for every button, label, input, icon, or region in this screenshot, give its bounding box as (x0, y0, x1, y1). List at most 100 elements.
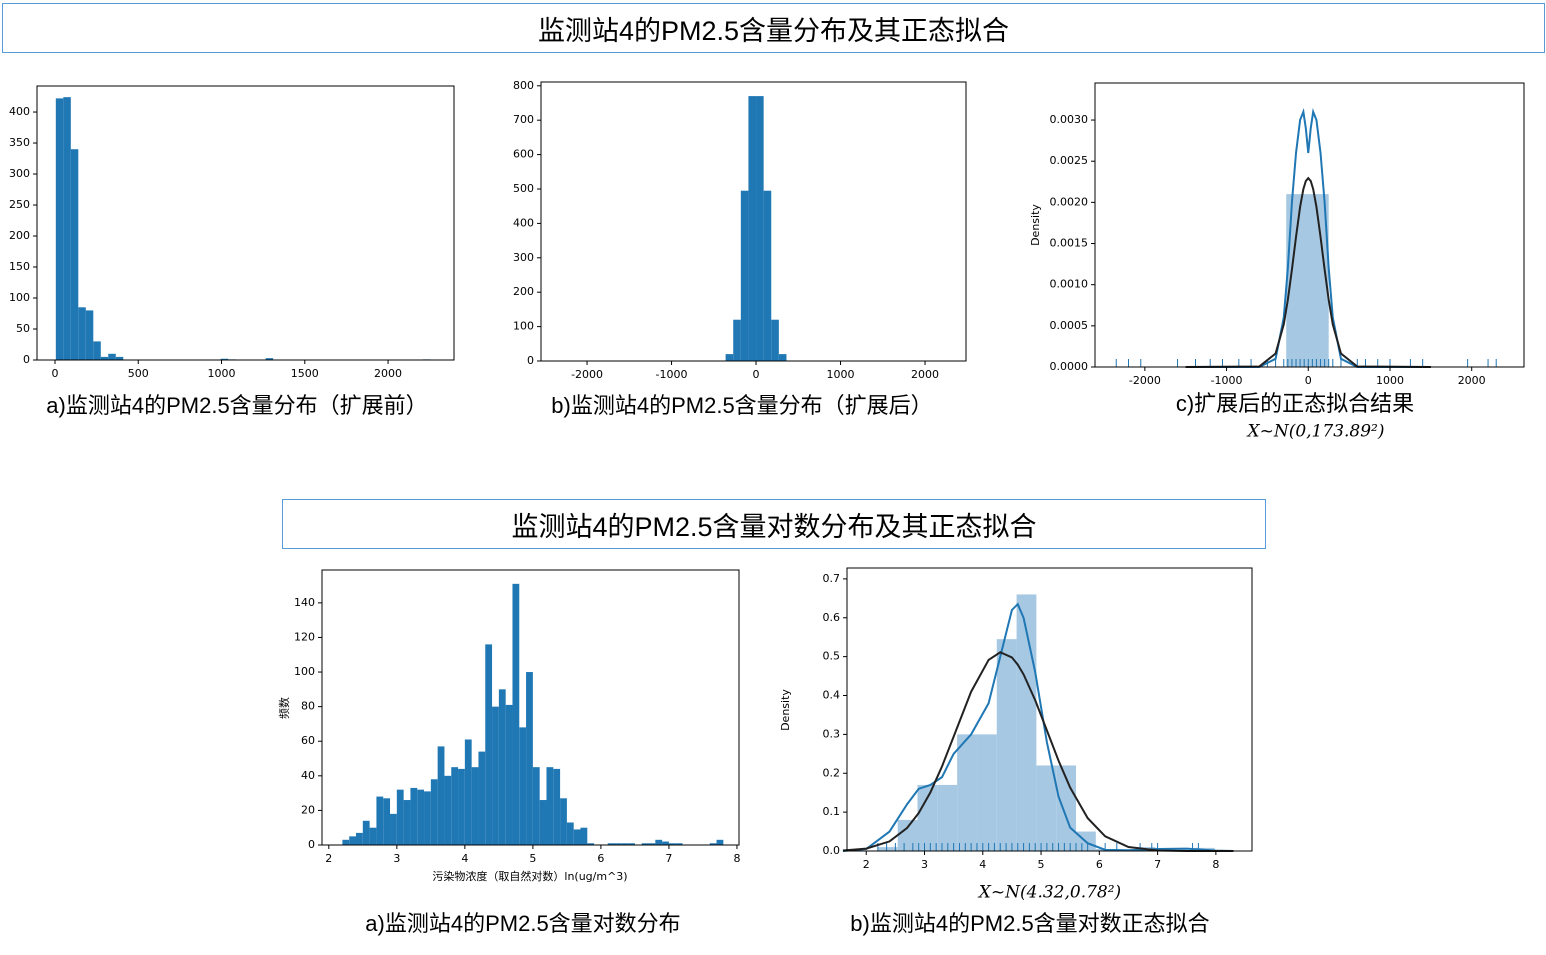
histogram-bar (778, 354, 787, 361)
y-tick-label: 80 (301, 700, 315, 713)
y-tick-label: 250 (9, 198, 30, 211)
histogram-bar (877, 847, 898, 851)
y-tick-label: 100 (294, 665, 315, 678)
histogram-bar (390, 813, 397, 845)
plot-frame (540, 81, 967, 362)
histogram-bar (756, 96, 764, 362)
histogram-bar (265, 358, 274, 360)
histogram-bar (607, 843, 615, 845)
x-tick-label: 2000 (1458, 374, 1486, 387)
histogram-bar (748, 96, 757, 362)
x-tick-label: 7 (665, 852, 672, 865)
plot-frame (321, 569, 740, 846)
y-tick-label: 0 (23, 353, 30, 366)
histogram-bar (897, 819, 918, 851)
histogram-bar (1286, 194, 1329, 367)
y-tick-label: 40 (301, 769, 315, 782)
chart-caption: a)监测站4的PM2.5含量对数分布 (365, 911, 680, 936)
histogram-bar (424, 791, 431, 845)
x-tick-label: 6 (1096, 858, 1103, 871)
histogram-bar (362, 820, 370, 845)
histogram-bar (430, 779, 438, 845)
section-heading: 监测站4的PM2.5含量对数分布及其正态拟合 (282, 499, 1266, 549)
plot-frame (36, 85, 455, 361)
x-tick-label: 0 (51, 367, 58, 380)
histogram-bar (725, 354, 734, 361)
histogram-bar (396, 789, 404, 845)
histogram-bar (492, 706, 499, 845)
histogram-bar (532, 767, 540, 845)
histogram-bar (485, 644, 493, 845)
y-tick-label: 120 (294, 630, 315, 643)
plot-frame (1094, 82, 1525, 368)
x-tick-label: 1000 (208, 367, 236, 380)
histogram-bar (403, 800, 411, 845)
histogram-bar (740, 190, 749, 361)
y-tick-label: 100 (513, 320, 534, 333)
x-tick-label: -1000 (1211, 374, 1243, 387)
y-tick-label: 60 (301, 734, 315, 747)
y-axis-label: 频数 (277, 697, 291, 719)
histogram-bar (471, 767, 479, 845)
histogram-bar (996, 639, 1017, 851)
formula-annotation: X~N(0,173.89²) (1245, 422, 1384, 442)
y-tick-label: 700 (513, 113, 534, 126)
histogram-bar (716, 839, 724, 845)
x-axis-label: 污染物浓度（取自然对数）ln(ug/m^3) (432, 869, 627, 883)
histogram-bar (1036, 765, 1057, 851)
y-tick-label: 0.7 (823, 572, 841, 585)
y-tick-label: 20 (301, 803, 315, 816)
y-tick-label: 0.3 (823, 727, 841, 740)
x-tick-label: 2 (325, 852, 332, 865)
histogram-bar (937, 784, 958, 851)
chart-caption: b)监测站4的PM2.5含量对数正态拟合 (850, 911, 1209, 936)
y-tick-label: 800 (513, 79, 534, 92)
histogram-bar (641, 843, 649, 845)
histogram-bar (437, 746, 445, 845)
histogram-bar (464, 739, 472, 845)
histogram-bar (383, 798, 391, 845)
histogram-bar (621, 843, 629, 845)
y-tick-label: 200 (9, 229, 30, 242)
y-axis-label: Density (1029, 204, 1042, 246)
histogram-bar (566, 822, 574, 845)
y-tick-label: 0.4 (823, 689, 841, 702)
histogram-bar (78, 307, 86, 360)
y-tick-label: 0 (308, 838, 315, 851)
histogram-bar (526, 672, 533, 845)
histogram-bar (733, 319, 741, 361)
histogram-bar (519, 727, 527, 845)
histogram-bar (505, 704, 513, 845)
y-tick-label: 0 (527, 354, 534, 367)
density-curve (842, 602, 1234, 852)
histogram-bar (917, 784, 938, 851)
histogram-bar (662, 841, 669, 845)
histogram-bar (957, 734, 977, 851)
histogram-bar (342, 839, 350, 845)
y-tick-label: 0.0005 (1050, 319, 1089, 332)
histogram-bar (220, 358, 229, 360)
y-tick-label: 0.0030 (1050, 113, 1089, 126)
y-tick-label: 150 (9, 260, 30, 273)
section-heading: 监测站4的PM2.5含量分布及其正态拟合 (2, 3, 1545, 53)
histogram-bar (70, 149, 79, 360)
density-curve (842, 651, 1234, 852)
y-tick-label: 0.0000 (1050, 360, 1089, 373)
histogram-bar (614, 843, 622, 845)
y-tick-label: 100 (9, 291, 30, 304)
x-tick-label: 1500 (291, 367, 319, 380)
y-tick-label: 0.0020 (1050, 195, 1089, 208)
histogram-bar (655, 839, 663, 845)
y-tick-label: 0.2 (823, 766, 841, 779)
histogram-bar (539, 800, 547, 845)
histogram-bar (709, 843, 717, 845)
y-tick-label: 50 (16, 322, 30, 335)
x-tick-label: -2000 (1129, 374, 1161, 387)
histogram-bar (498, 689, 506, 845)
y-tick-label: 0.1 (823, 805, 841, 818)
x-tick-label: 2000 (374, 367, 402, 380)
x-tick-label: 4 (461, 852, 468, 865)
y-tick-label: 0.0010 (1050, 278, 1089, 291)
x-tick-label: 5 (1038, 858, 1045, 871)
